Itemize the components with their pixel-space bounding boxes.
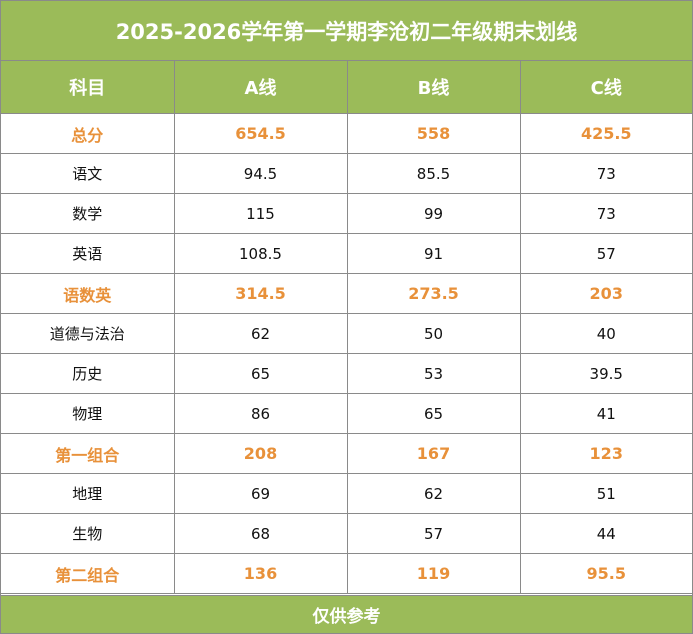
total-row: 第二组合 136 119 95.5	[1, 553, 692, 594]
b-line-cell: 167	[347, 433, 521, 474]
b-line-cell: 99	[347, 193, 521, 234]
subject-cell: 语文	[1, 153, 175, 194]
c-line-cell: 73	[520, 193, 692, 234]
c-line-cell: 123	[520, 433, 692, 474]
c-line-cell: 73	[520, 153, 692, 194]
c-line-cell: 95.5	[520, 553, 692, 594]
page-title: 2025-2026学年第一学期李沧初二年级期末划线	[1, 1, 692, 61]
a-line-cell: 65	[174, 353, 348, 394]
subject-cell: 第二组合	[1, 553, 175, 594]
subject-cell: 地理	[1, 473, 175, 514]
subject-cell: 数学	[1, 193, 175, 234]
subject-cell: 历史	[1, 353, 175, 394]
b-line-cell: 62	[347, 473, 521, 514]
table-row: 地理 69 62 51	[1, 473, 692, 514]
c-line-cell: 40	[520, 313, 692, 354]
a-line-cell: 654.5	[174, 113, 348, 154]
c-line-cell: 39.5	[520, 353, 692, 394]
table-row: 物理 86 65 41	[1, 393, 692, 434]
subject-cell: 语数英	[1, 273, 175, 314]
column-header-b-line: B线	[347, 61, 521, 114]
subject-cell: 道德与法治	[1, 313, 175, 354]
column-header-a-line: A线	[174, 61, 348, 114]
c-line-cell: 51	[520, 473, 692, 514]
b-line-cell: 91	[347, 233, 521, 274]
b-line-cell: 53	[347, 353, 521, 394]
a-line-cell: 208	[174, 433, 348, 474]
footer-note: 仅供参考	[1, 595, 692, 633]
c-line-cell: 41	[520, 393, 692, 434]
b-line-cell: 119	[347, 553, 521, 594]
c-line-cell: 203	[520, 273, 692, 314]
table-row: 英语 108.5 91 57	[1, 233, 692, 274]
b-line-cell: 57	[347, 513, 521, 554]
total-row: 语数英 314.5 273.5 203	[1, 273, 692, 314]
b-line-cell: 50	[347, 313, 521, 354]
table-row: 语文 94.5 85.5 73	[1, 153, 692, 194]
b-line-cell: 273.5	[347, 273, 521, 314]
c-line-cell: 44	[520, 513, 692, 554]
b-line-cell: 558	[347, 113, 521, 154]
b-line-cell: 65	[347, 393, 521, 434]
a-line-cell: 69	[174, 473, 348, 514]
a-line-cell: 115	[174, 193, 348, 234]
subject-cell: 英语	[1, 233, 175, 274]
c-line-cell: 57	[520, 233, 692, 274]
a-line-cell: 314.5	[174, 273, 348, 314]
table-row: 历史 65 53 39.5	[1, 353, 692, 394]
score-line-table: 科目 A线 B线 C线 总分 654.5 558 425.5 语文 94.5 85.5 73 数…	[1, 61, 692, 594]
subject-cell: 第一组合	[1, 433, 175, 474]
a-line-cell: 86	[174, 393, 348, 434]
subject-cell: 生物	[1, 513, 175, 554]
table-row: 道德与法治 62 50 40	[1, 313, 692, 354]
a-line-cell: 62	[174, 313, 348, 354]
table-body: 总分 654.5 558 425.5 语文 94.5 85.5 73 数学 115 99 73 英语 10…	[1, 113, 692, 594]
a-line-cell: 108.5	[174, 233, 348, 274]
total-row: 总分 654.5 558 425.5	[1, 113, 692, 154]
a-line-cell: 94.5	[174, 153, 348, 194]
total-row: 第一组合 208 167 123	[1, 433, 692, 474]
subject-cell: 总分	[1, 113, 175, 154]
a-line-cell: 136	[174, 553, 348, 594]
column-header-subject: 科目	[1, 61, 175, 114]
table-header-row: 科目 A线 B线 C线	[1, 61, 692, 114]
table-row: 生物 68 57 44	[1, 513, 692, 554]
b-line-cell: 85.5	[347, 153, 521, 194]
a-line-cell: 68	[174, 513, 348, 554]
c-line-cell: 425.5	[520, 113, 692, 154]
column-header-c-line: C线	[520, 61, 692, 114]
table-row: 数学 115 99 73	[1, 193, 692, 234]
subject-cell: 物理	[1, 393, 175, 434]
